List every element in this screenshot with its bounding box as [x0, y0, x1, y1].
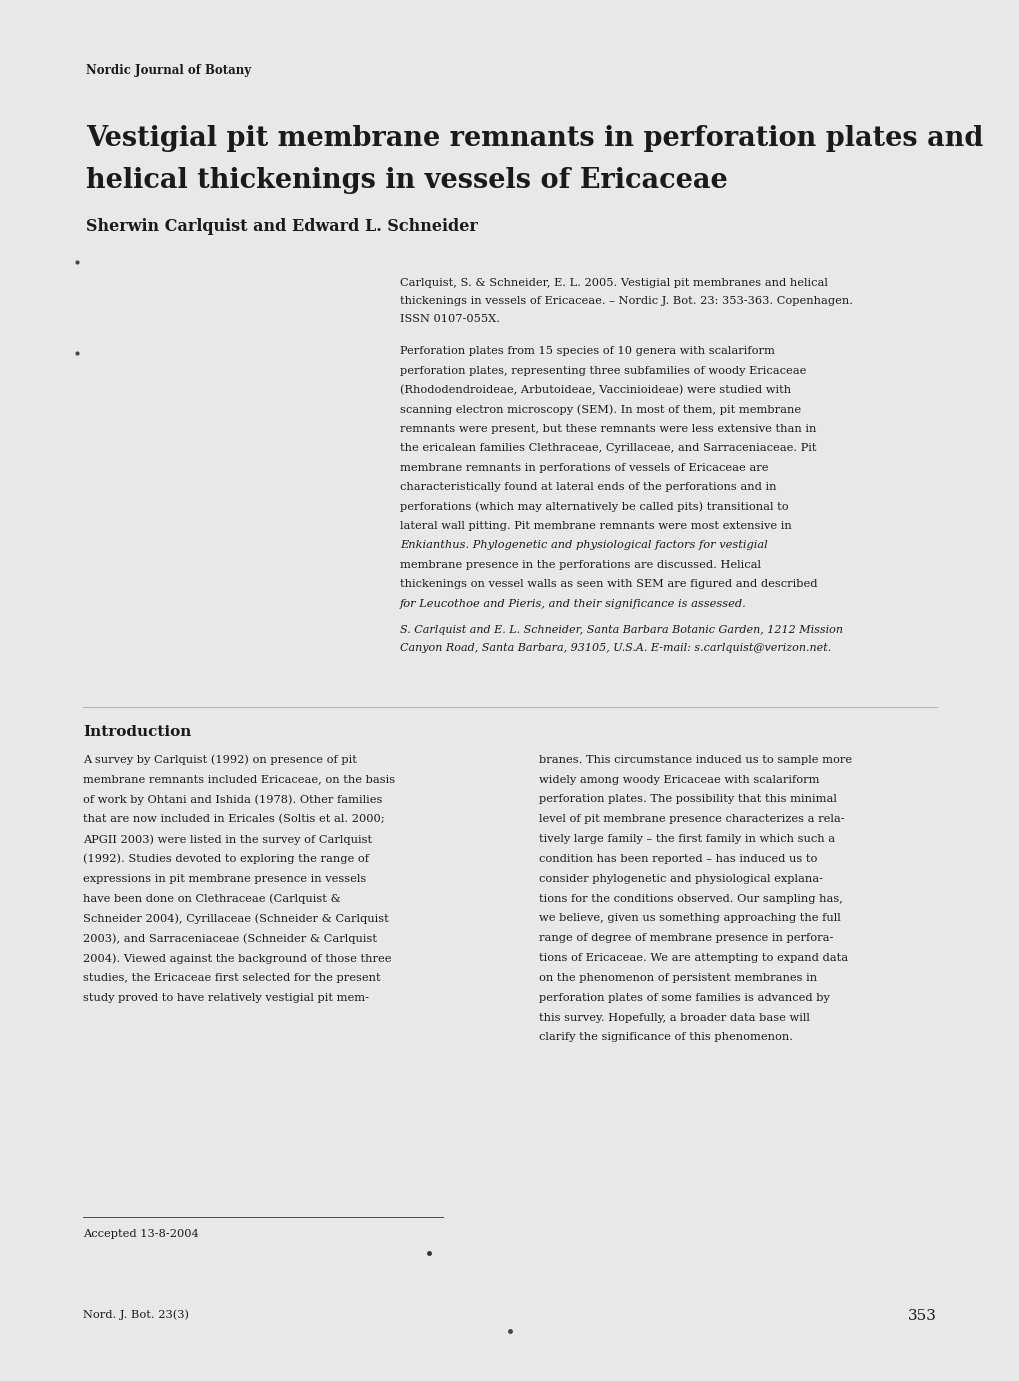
Text: 353: 353 — [907, 1309, 935, 1323]
Text: membrane presence in the perforations are discussed. Helical: membrane presence in the perforations ar… — [399, 559, 760, 570]
Text: helical thickenings in vessels of Ericaceae: helical thickenings in vessels of Ericac… — [87, 167, 728, 193]
Text: Enkianthus. Phylogenetic and physiological factors for vestigial: Enkianthus. Phylogenetic and physiologic… — [399, 540, 766, 551]
Text: tions of Ericaceae. We are attempting to expand data: tions of Ericaceae. We are attempting to… — [538, 953, 847, 963]
Text: tions for the conditions observed. Our sampling has,: tions for the conditions observed. Our s… — [538, 894, 842, 903]
Text: Canyon Road, Santa Barbara, 93105, U.S.A. E-mail: s.carlquist@verizon.net.: Canyon Road, Santa Barbara, 93105, U.S.A… — [399, 644, 830, 653]
Text: A survey by Carlquist (1992) on presence of pit: A survey by Carlquist (1992) on presence… — [84, 755, 357, 765]
Text: expressions in pit membrane presence in vessels: expressions in pit membrane presence in … — [84, 874, 366, 884]
Text: Introduction: Introduction — [84, 725, 192, 739]
Text: that are now included in Ericales (Soltis et al. 2000;: that are now included in Ericales (Solti… — [84, 815, 384, 824]
Text: branes. This circumstance induced us to sample more: branes. This circumstance induced us to … — [538, 755, 851, 765]
Text: thickenings on vessel walls as seen with SEM are figured and described: thickenings on vessel walls as seen with… — [399, 579, 816, 590]
Text: membrane remnants included Ericaceae, on the basis: membrane remnants included Ericaceae, on… — [84, 775, 395, 784]
Text: widely among woody Ericaceae with scalariform: widely among woody Ericaceae with scalar… — [538, 775, 818, 784]
Text: Accepted 13-8-2004: Accepted 13-8-2004 — [84, 1229, 199, 1239]
Text: consider phylogenetic and physiological explana-: consider phylogenetic and physiological … — [538, 874, 822, 884]
Text: Perforation plates from 15 species of 10 genera with scalariform: Perforation plates from 15 species of 10… — [399, 347, 773, 356]
Text: Nord. J. Bot. 23(3): Nord. J. Bot. 23(3) — [84, 1309, 190, 1320]
Text: 2004). Viewed against the background of those three: 2004). Viewed against the background of … — [84, 953, 391, 964]
Text: Schneider 2004), Cyrillaceae (Schneider & Carlquist: Schneider 2004), Cyrillaceae (Schneider … — [84, 913, 388, 924]
Text: (Rhododendroideae, Arbutoideae, Vaccinioideae) were studied with: (Rhododendroideae, Arbutoideae, Vaccinio… — [399, 385, 790, 395]
Text: tively large family – the first family in which such a: tively large family – the first family i… — [538, 834, 835, 844]
Text: lateral wall pitting. Pit membrane remnants were most extensive in: lateral wall pitting. Pit membrane remna… — [399, 521, 791, 532]
Text: characteristically found at lateral ends of the perforations and in: characteristically found at lateral ends… — [399, 482, 775, 492]
Text: APGII 2003) were listed in the survey of Carlquist: APGII 2003) were listed in the survey of… — [84, 834, 372, 845]
Text: thickenings in vessels of Ericaceae. – Nordic J. Bot. 23: 353-363. Copenhagen.: thickenings in vessels of Ericaceae. – N… — [399, 296, 852, 307]
Text: on the phenomenon of persistent membranes in: on the phenomenon of persistent membrane… — [538, 972, 816, 983]
Text: perforations (which may alternatively be called pits) transitional to: perforations (which may alternatively be… — [399, 501, 788, 512]
Text: studies, the Ericaceae first selected for the present: studies, the Ericaceae first selected fo… — [84, 972, 380, 983]
Text: clarify the significance of this phenomenon.: clarify the significance of this phenome… — [538, 1033, 792, 1043]
Text: level of pit membrane presence characterizes a rela-: level of pit membrane presence character… — [538, 815, 844, 824]
Text: for Leucothoe and Pieris, and their significance is assessed.: for Leucothoe and Pieris, and their sign… — [399, 599, 746, 609]
Text: have been done on Clethraceae (Carlquist &: have been done on Clethraceae (Carlquist… — [84, 894, 340, 905]
Text: remnants were present, but these remnants were less extensive than in: remnants were present, but these remnant… — [399, 424, 815, 434]
Text: perforation plates, representing three subfamilies of woody Ericaceae: perforation plates, representing three s… — [399, 366, 805, 376]
Text: 2003), and Sarraceniaceae (Schneider & Carlquist: 2003), and Sarraceniaceae (Schneider & C… — [84, 934, 377, 943]
Text: Nordic Journal of Botany: Nordic Journal of Botany — [87, 64, 251, 76]
Text: (1992). Studies devoted to exploring the range of: (1992). Studies devoted to exploring the… — [84, 853, 369, 865]
Text: condition has been reported – has induced us to: condition has been reported – has induce… — [538, 853, 816, 865]
Text: Sherwin Carlquist and Edward L. Schneider: Sherwin Carlquist and Edward L. Schneide… — [87, 218, 478, 235]
Text: of work by Ohtani and Ishida (1978). Other families: of work by Ohtani and Ishida (1978). Oth… — [84, 794, 382, 805]
Text: this survey. Hopefully, a broader data base will: this survey. Hopefully, a broader data b… — [538, 1012, 809, 1022]
Text: S. Carlquist and E. L. Schneider, Santa Barbara Botanic Garden, 1212 Mission: S. Carlquist and E. L. Schneider, Santa … — [399, 624, 842, 635]
Text: perforation plates of some families is advanced by: perforation plates of some families is a… — [538, 993, 828, 1003]
Text: ISSN 0107-055X.: ISSN 0107-055X. — [399, 313, 499, 325]
Text: Vestigial pit membrane remnants in perforation plates and: Vestigial pit membrane remnants in perfo… — [87, 126, 982, 152]
Text: study proved to have relatively vestigial pit mem-: study proved to have relatively vestigia… — [84, 993, 369, 1003]
Text: scanning electron microscopy (SEM). In most of them, pit membrane: scanning electron microscopy (SEM). In m… — [399, 405, 800, 416]
Text: we believe, given us something approaching the full: we believe, given us something approachi… — [538, 913, 840, 924]
Text: range of degree of membrane presence in perfora-: range of degree of membrane presence in … — [538, 934, 833, 943]
Text: perforation plates. The possibility that this minimal: perforation plates. The possibility that… — [538, 794, 836, 805]
Text: the ericalean families Clethraceae, Cyrillaceae, and Sarraceniaceae. Pit: the ericalean families Clethraceae, Cyri… — [399, 443, 815, 453]
Text: Carlquist, S. & Schneider, E. L. 2005. Vestigial pit membranes and helical: Carlquist, S. & Schneider, E. L. 2005. V… — [399, 278, 826, 287]
Text: membrane remnants in perforations of vessels of Ericaceae are: membrane remnants in perforations of ves… — [399, 463, 767, 472]
